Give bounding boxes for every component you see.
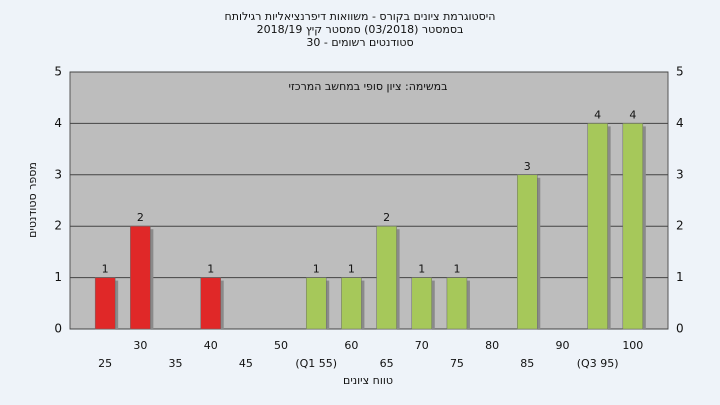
- data-label: 3: [524, 160, 531, 173]
- bar: [446, 277, 468, 330]
- x-axis-label: טווח ציונים: [343, 374, 393, 387]
- plot-area: [69, 71, 669, 330]
- bar: [341, 277, 362, 330]
- x-tick-label: 35: [169, 357, 183, 370]
- x-tick-label: 90: [555, 339, 569, 352]
- y-tick-label: 1: [54, 270, 62, 284]
- y2-tick-label: 3: [676, 167, 684, 181]
- data-label: 2: [383, 211, 390, 224]
- x-tick-label: 70: [415, 339, 429, 352]
- data-label: 1: [313, 263, 320, 276]
- y-tick-label: 4: [54, 116, 62, 130]
- y-tick-label: 3: [54, 167, 62, 181]
- chart-subtitle: סטודנטים רשומים - 30: [306, 36, 413, 49]
- bar: [587, 123, 608, 330]
- chart-title: היסטוגרמת ציונים בקורס - משוואות דיפרנצי…: [225, 10, 496, 23]
- y2-tick-label: 5: [676, 65, 684, 79]
- chart-subtitle: בסמסטר (03/2018) סמסטר קיץ 2018/19: [257, 23, 464, 36]
- data-label: 4: [629, 108, 636, 121]
- bar: [411, 277, 433, 330]
- x-tick-label: 25: [98, 357, 112, 370]
- y-tick-label: 2: [54, 219, 62, 233]
- x-tick-label: 100: [622, 339, 643, 352]
- x-tick-label: 45: [239, 357, 253, 370]
- y2-tick-label: 1: [676, 270, 684, 284]
- y-tick-label: 5: [54, 65, 62, 79]
- data-label: 1: [102, 263, 109, 276]
- x-tick-label: 65: [380, 357, 394, 370]
- x-tick-label: 80: [485, 339, 499, 352]
- y-axis-label: מספר סטודנטים: [26, 162, 39, 238]
- data-label: 2: [137, 211, 144, 224]
- bar: [376, 225, 397, 330]
- bar: [622, 123, 644, 330]
- data-label: 1: [207, 263, 214, 276]
- bar: [305, 277, 327, 330]
- data-label: 1: [418, 263, 425, 276]
- x-tick-label: (Q1 55): [295, 357, 337, 370]
- x-tick-label: 75: [450, 357, 464, 370]
- y2-tick-label: 2: [676, 219, 684, 233]
- y2-tick-label: 0: [676, 322, 684, 336]
- y-tick-label: 0: [54, 322, 62, 336]
- data-label: 4: [594, 108, 601, 121]
- annotation: במשימה: ציון סופי במחשב המרכזי: [288, 80, 447, 93]
- data-label: 1: [348, 263, 355, 276]
- bar: [517, 174, 538, 330]
- x-tick-label: 60: [344, 339, 358, 352]
- bar: [200, 277, 221, 330]
- bar: [130, 225, 151, 330]
- x-tick-label: 40: [204, 339, 218, 352]
- x-tick-label: 30: [133, 339, 147, 352]
- x-tick-label: 85: [520, 357, 534, 370]
- x-tick-label: 50: [274, 339, 288, 352]
- data-label: 1: [453, 263, 460, 276]
- x-tick-label: (Q3 95): [577, 357, 619, 370]
- bar: [94, 277, 116, 330]
- y2-tick-label: 4: [676, 116, 684, 130]
